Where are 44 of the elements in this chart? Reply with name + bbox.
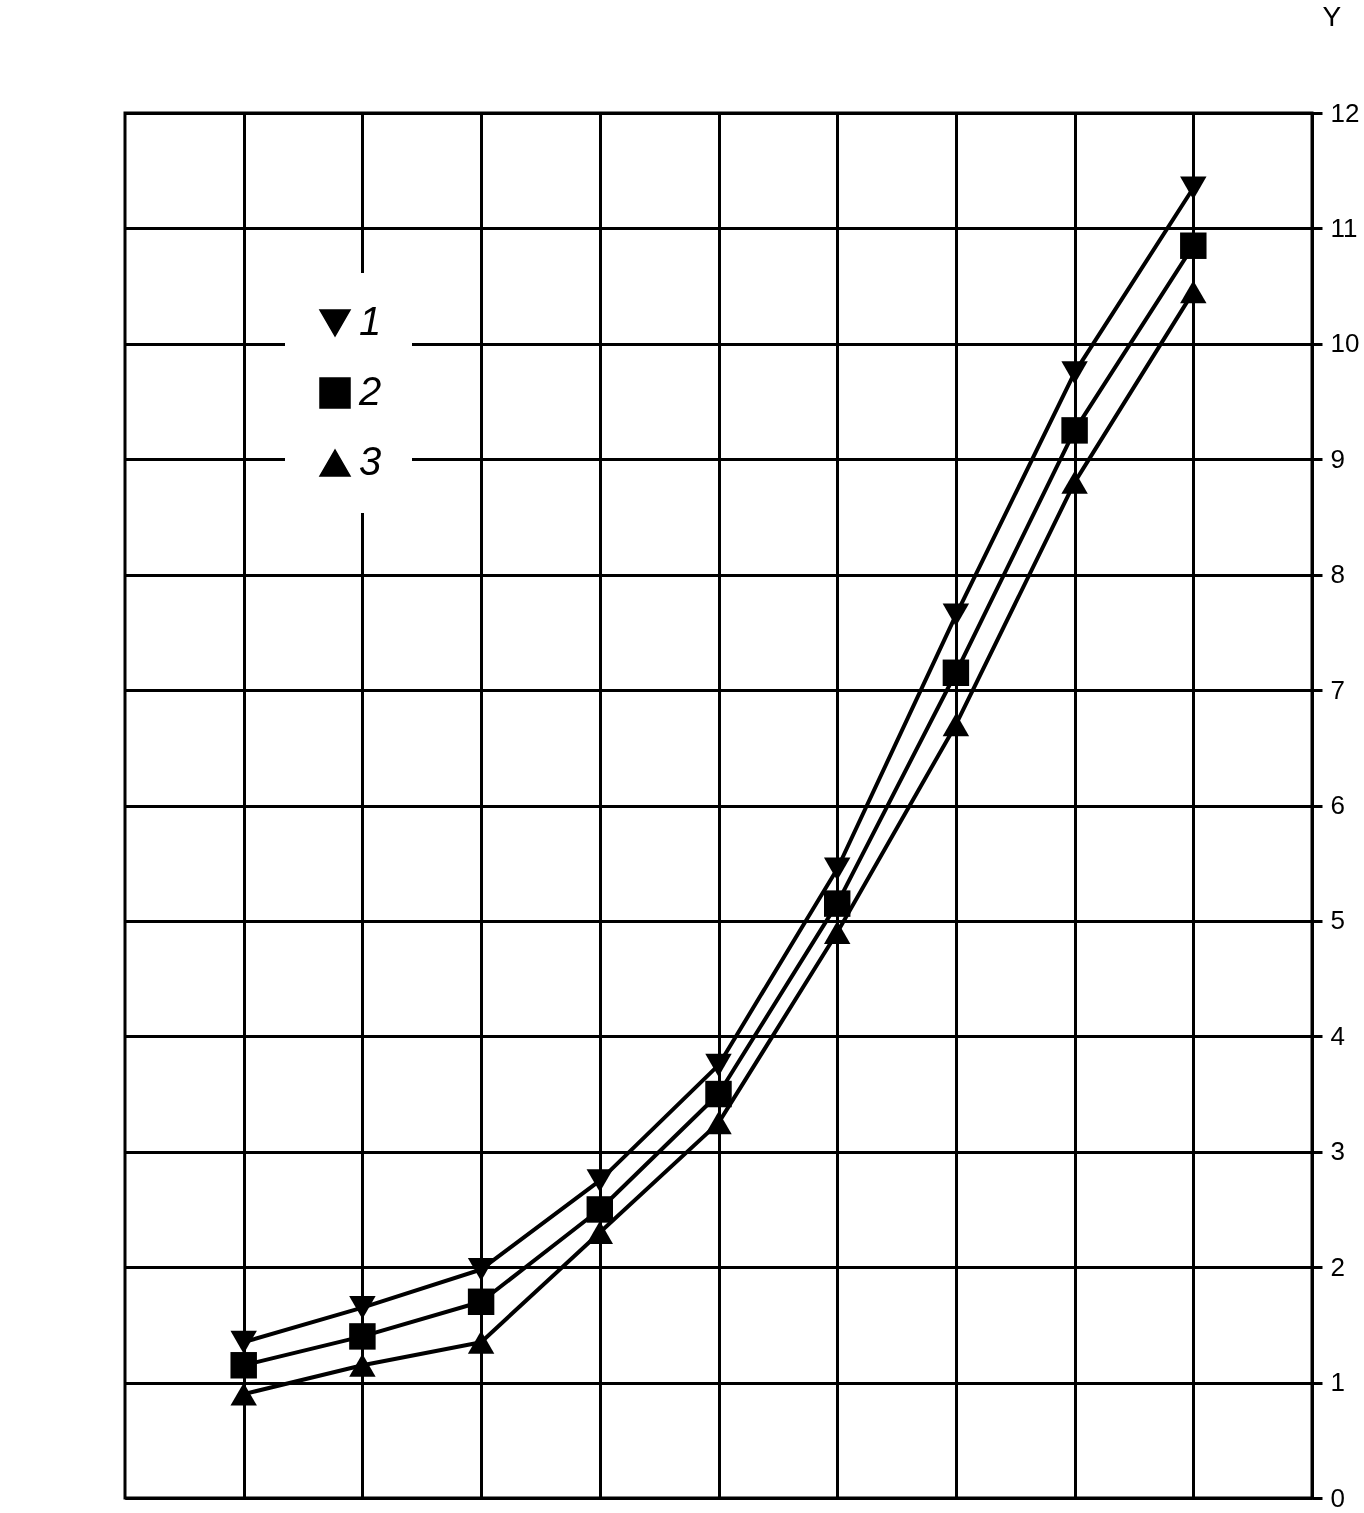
point xyxy=(586,1196,614,1223)
point xyxy=(823,921,851,944)
y-tick-label: 12 xyxy=(1330,97,1360,128)
point xyxy=(586,1221,614,1244)
point xyxy=(1180,176,1207,200)
point xyxy=(349,1353,376,1377)
point xyxy=(823,857,851,881)
point xyxy=(1180,280,1207,304)
y-tick-label: 4 xyxy=(1330,1020,1345,1051)
point xyxy=(823,890,851,917)
point xyxy=(349,1296,376,1320)
y-tick-label: 2 xyxy=(1330,1251,1345,1282)
legend-label: 2 xyxy=(358,369,382,413)
y-tick-label: 3 xyxy=(1330,1136,1345,1167)
point xyxy=(230,1330,257,1354)
legend-label: 3 xyxy=(359,439,382,483)
point xyxy=(349,1323,376,1350)
point xyxy=(942,603,970,627)
y-tick-label: 10 xyxy=(1330,328,1360,359)
point xyxy=(1180,232,1207,259)
y-tick-label: 7 xyxy=(1330,674,1345,705)
point xyxy=(705,1080,732,1108)
point xyxy=(1061,361,1088,385)
y-tick-label: 9 xyxy=(1330,443,1345,474)
y-axis-title: Y xyxy=(1322,0,1342,32)
y-tick-label: 6 xyxy=(1330,790,1345,820)
y-tick-label: 0 xyxy=(1330,1482,1345,1513)
y-tick-label: 8 xyxy=(1330,559,1345,590)
point xyxy=(467,1330,495,1354)
point xyxy=(942,713,970,737)
point xyxy=(467,1258,495,1281)
point xyxy=(1061,470,1088,494)
y-tick-label: 1 xyxy=(1330,1367,1345,1398)
point xyxy=(705,1111,732,1135)
point xyxy=(586,1169,614,1193)
legend-label: 1 xyxy=(359,299,382,343)
point xyxy=(942,659,970,686)
point xyxy=(467,1288,495,1316)
point xyxy=(705,1053,732,1077)
point xyxy=(1061,417,1088,444)
point xyxy=(230,1352,257,1379)
y-tick-label: 5 xyxy=(1330,905,1345,936)
y-tick-label: 11 xyxy=(1330,212,1358,243)
point xyxy=(230,1382,257,1406)
